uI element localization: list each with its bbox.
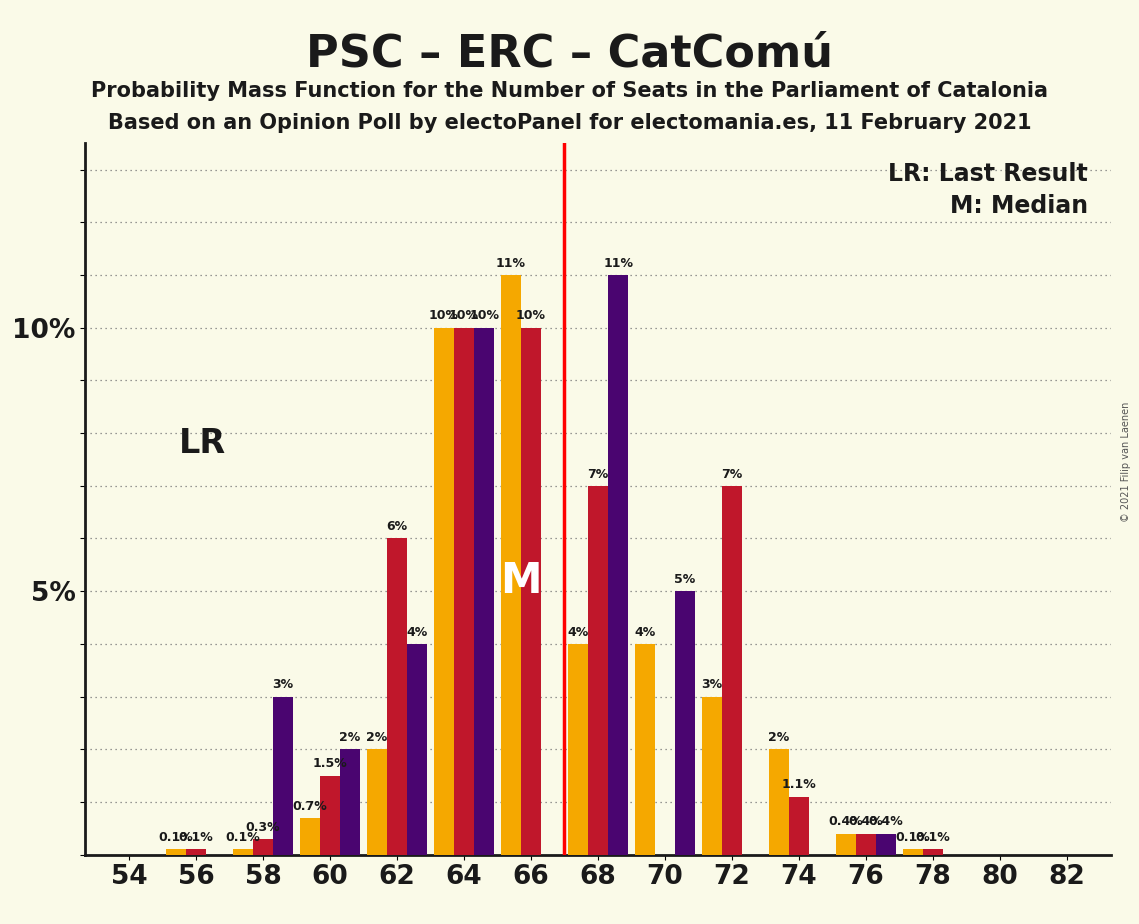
Bar [789,796,809,855]
Bar [675,591,695,855]
Text: 0.4%: 0.4% [828,815,863,828]
Text: 4%: 4% [567,626,589,638]
Bar [367,749,387,855]
Bar [501,275,521,855]
Text: Based on an Opinion Poll by electoPanel for electomania.es, 11 February 2021: Based on an Opinion Poll by electoPanel … [108,113,1031,133]
Bar [876,833,896,855]
Bar [387,539,407,855]
Text: 10%: 10% [469,310,499,322]
Text: 10%: 10% [449,310,480,322]
Bar [521,328,541,855]
Bar [923,849,943,855]
Text: 0.1%: 0.1% [226,832,260,845]
Text: 0.1%: 0.1% [158,832,194,845]
Bar [608,275,628,855]
Text: 0.1%: 0.1% [179,832,213,845]
Bar [855,833,876,855]
Bar [903,849,923,855]
Text: 2%: 2% [768,731,789,744]
Bar [454,328,474,855]
Bar [836,833,855,855]
Bar [253,839,273,855]
Bar [722,486,741,855]
Text: 11%: 11% [495,257,526,270]
Bar [634,644,655,855]
Text: © 2021 Filip van Laenen: © 2021 Filip van Laenen [1121,402,1131,522]
Bar [434,328,454,855]
Bar [186,849,206,855]
Text: 3%: 3% [702,678,722,691]
Text: 10%: 10% [516,310,546,322]
Bar [702,697,722,855]
Bar [474,328,494,855]
Text: LR: LR [179,427,227,460]
Text: 6%: 6% [386,520,408,533]
Text: 0.3%: 0.3% [246,821,280,833]
Text: 2%: 2% [339,731,361,744]
Text: 5%: 5% [674,573,696,586]
Text: 7%: 7% [721,468,743,480]
Text: 11%: 11% [603,257,633,270]
Bar [273,697,293,855]
Text: 3%: 3% [272,678,294,691]
Bar [232,849,253,855]
Text: 10%: 10% [429,310,459,322]
Text: 1.5%: 1.5% [312,758,347,771]
Bar [320,775,341,855]
Text: M: M [500,560,542,602]
Bar [407,644,427,855]
Text: 0.1%: 0.1% [916,832,950,845]
Bar [769,749,789,855]
Text: M: Median: M: Median [950,194,1088,218]
Text: 7%: 7% [588,468,608,480]
Bar [568,644,588,855]
Bar [588,486,608,855]
Bar [300,818,320,855]
Text: 0.4%: 0.4% [869,815,903,828]
Text: 4%: 4% [634,626,656,638]
Text: Probability Mass Function for the Number of Seats in the Parliament of Catalonia: Probability Mass Function for the Number… [91,81,1048,102]
Text: PSC – ERC – CatComú: PSC – ERC – CatComú [306,32,833,76]
Text: LR: Last Result: LR: Last Result [888,162,1088,186]
Text: 0.4%: 0.4% [849,815,884,828]
Bar [166,849,186,855]
Text: 2%: 2% [367,731,387,744]
Bar [341,749,360,855]
Text: 0.1%: 0.1% [895,832,931,845]
Text: 0.7%: 0.7% [293,799,327,812]
Text: 1.1%: 1.1% [781,778,817,792]
Text: 4%: 4% [407,626,428,638]
